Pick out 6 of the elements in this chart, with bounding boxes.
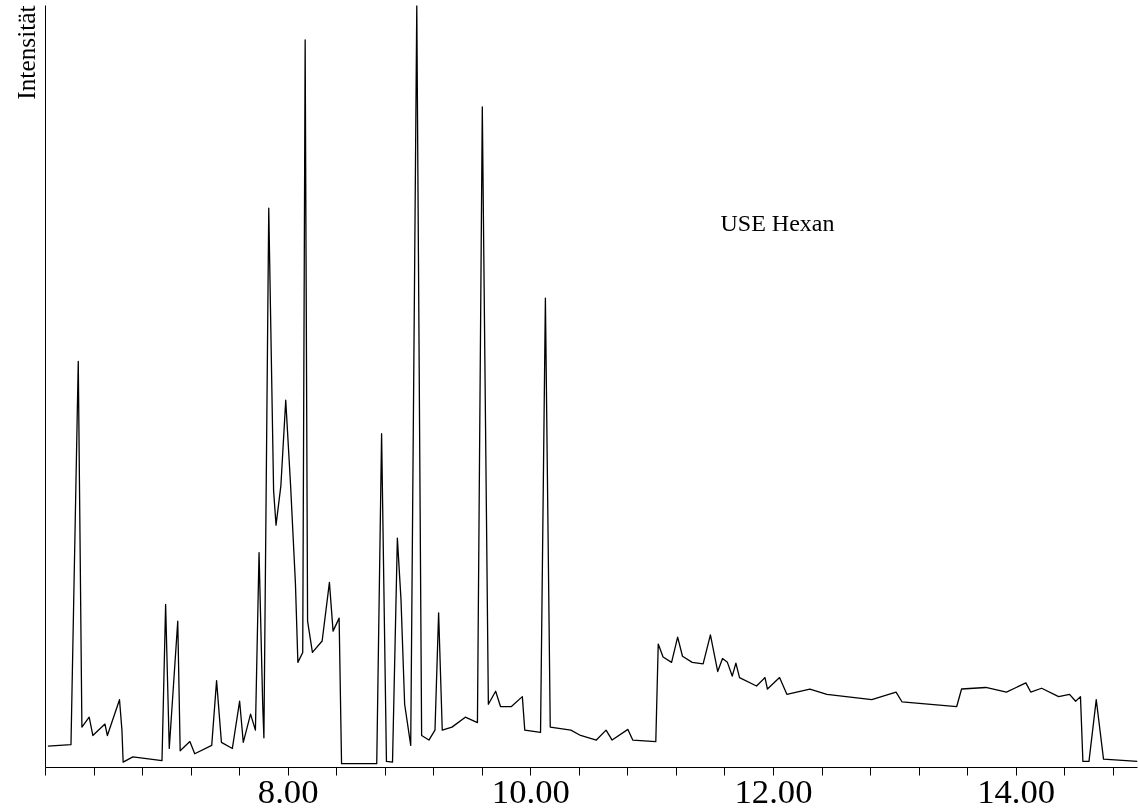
y-axis-title: Intensität bbox=[11, 5, 40, 100]
annotation: USE Hexan bbox=[720, 209, 835, 236]
x-tick-label: 8.00 bbox=[257, 771, 319, 810]
x-tick-label: 10.00 bbox=[491, 771, 570, 810]
x-tick-label: 14.00 bbox=[977, 771, 1056, 810]
x-tick-label: 12.00 bbox=[734, 771, 813, 810]
